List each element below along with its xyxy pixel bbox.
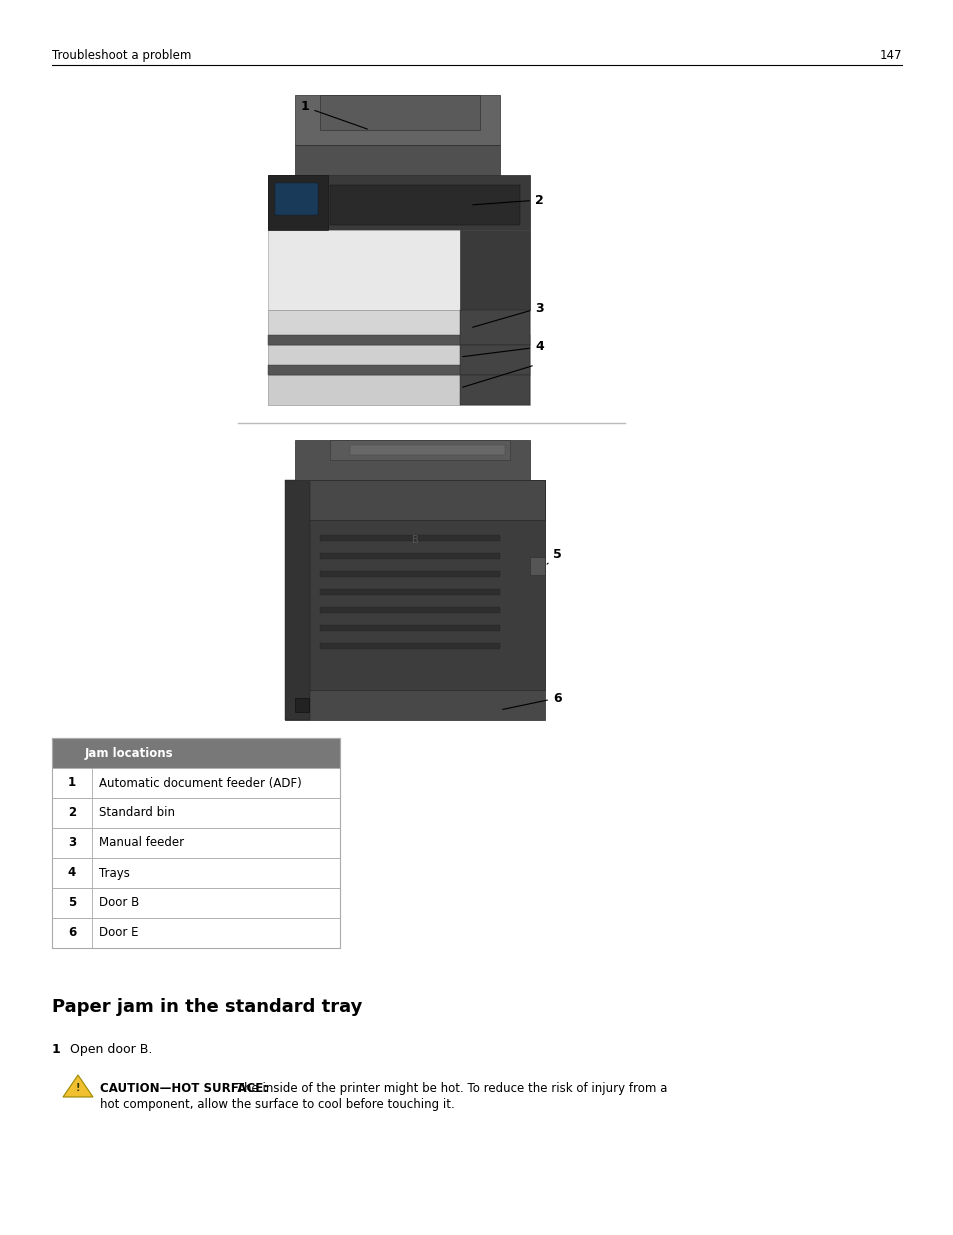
Text: 3: 3 xyxy=(68,836,76,850)
Text: CAUTION—HOT SURFACE:: CAUTION—HOT SURFACE: xyxy=(100,1082,268,1095)
Text: 1: 1 xyxy=(52,1044,61,1056)
Bar xyxy=(52,918,339,948)
Text: 1: 1 xyxy=(300,100,367,130)
Text: !: ! xyxy=(75,1083,80,1093)
Text: Door B: Door B xyxy=(99,897,139,909)
Text: 6: 6 xyxy=(502,692,561,709)
Text: 2: 2 xyxy=(68,806,76,820)
Text: 5: 5 xyxy=(546,548,561,564)
Polygon shape xyxy=(294,144,499,175)
Polygon shape xyxy=(274,183,317,215)
Polygon shape xyxy=(330,185,519,225)
Text: Trays: Trays xyxy=(99,867,130,879)
Polygon shape xyxy=(459,230,530,310)
Text: 4: 4 xyxy=(68,867,76,879)
Polygon shape xyxy=(285,480,544,690)
Text: 2: 2 xyxy=(473,194,543,206)
Polygon shape xyxy=(350,445,504,454)
Text: 4: 4 xyxy=(462,341,543,357)
Polygon shape xyxy=(285,690,544,720)
Polygon shape xyxy=(319,95,479,130)
Bar xyxy=(319,643,499,650)
Polygon shape xyxy=(459,345,530,375)
Polygon shape xyxy=(294,95,499,144)
Bar xyxy=(52,739,339,948)
Polygon shape xyxy=(459,375,530,405)
Bar xyxy=(294,698,309,713)
Text: The inside of the printer might be hot. To reduce the risk of injury from a: The inside of the printer might be hot. … xyxy=(233,1082,667,1095)
Text: Automatic document feeder (ADF): Automatic document feeder (ADF) xyxy=(99,777,301,789)
Bar xyxy=(52,827,339,858)
Polygon shape xyxy=(63,1074,92,1097)
Text: Paper jam in the standard tray: Paper jam in the standard tray xyxy=(52,998,362,1016)
Bar xyxy=(319,553,499,559)
Bar xyxy=(530,557,544,576)
Text: 147: 147 xyxy=(879,49,901,62)
Text: Standard bin: Standard bin xyxy=(99,806,174,820)
Polygon shape xyxy=(268,175,328,230)
Bar xyxy=(319,535,499,541)
Polygon shape xyxy=(268,310,530,345)
Text: Troubleshoot a problem: Troubleshoot a problem xyxy=(52,49,192,62)
Text: 6: 6 xyxy=(68,926,76,940)
Bar xyxy=(319,589,499,595)
Polygon shape xyxy=(268,335,530,345)
Text: hot component, allow the surface to cool before touching it.: hot component, allow the surface to cool… xyxy=(100,1098,455,1112)
Bar xyxy=(319,625,499,631)
Text: 3: 3 xyxy=(472,301,543,327)
Text: B: B xyxy=(411,535,418,545)
Bar xyxy=(52,888,339,918)
Polygon shape xyxy=(285,480,310,720)
Polygon shape xyxy=(330,440,510,459)
Text: Jam locations: Jam locations xyxy=(85,747,173,761)
Bar xyxy=(319,571,499,577)
Bar xyxy=(52,858,339,888)
Bar xyxy=(52,798,339,827)
Text: Manual feeder: Manual feeder xyxy=(99,836,184,850)
Text: Open door B.: Open door B. xyxy=(62,1044,152,1056)
Polygon shape xyxy=(268,345,530,375)
Polygon shape xyxy=(268,366,530,375)
Polygon shape xyxy=(294,440,530,480)
Text: 5: 5 xyxy=(68,897,76,909)
Polygon shape xyxy=(268,230,530,310)
Text: Door E: Door E xyxy=(99,926,138,940)
Polygon shape xyxy=(459,310,530,345)
Text: 1: 1 xyxy=(68,777,76,789)
Bar xyxy=(52,768,339,798)
Polygon shape xyxy=(285,480,544,520)
Polygon shape xyxy=(268,175,530,230)
Polygon shape xyxy=(268,375,530,405)
Bar xyxy=(52,739,339,768)
Bar xyxy=(319,606,499,613)
